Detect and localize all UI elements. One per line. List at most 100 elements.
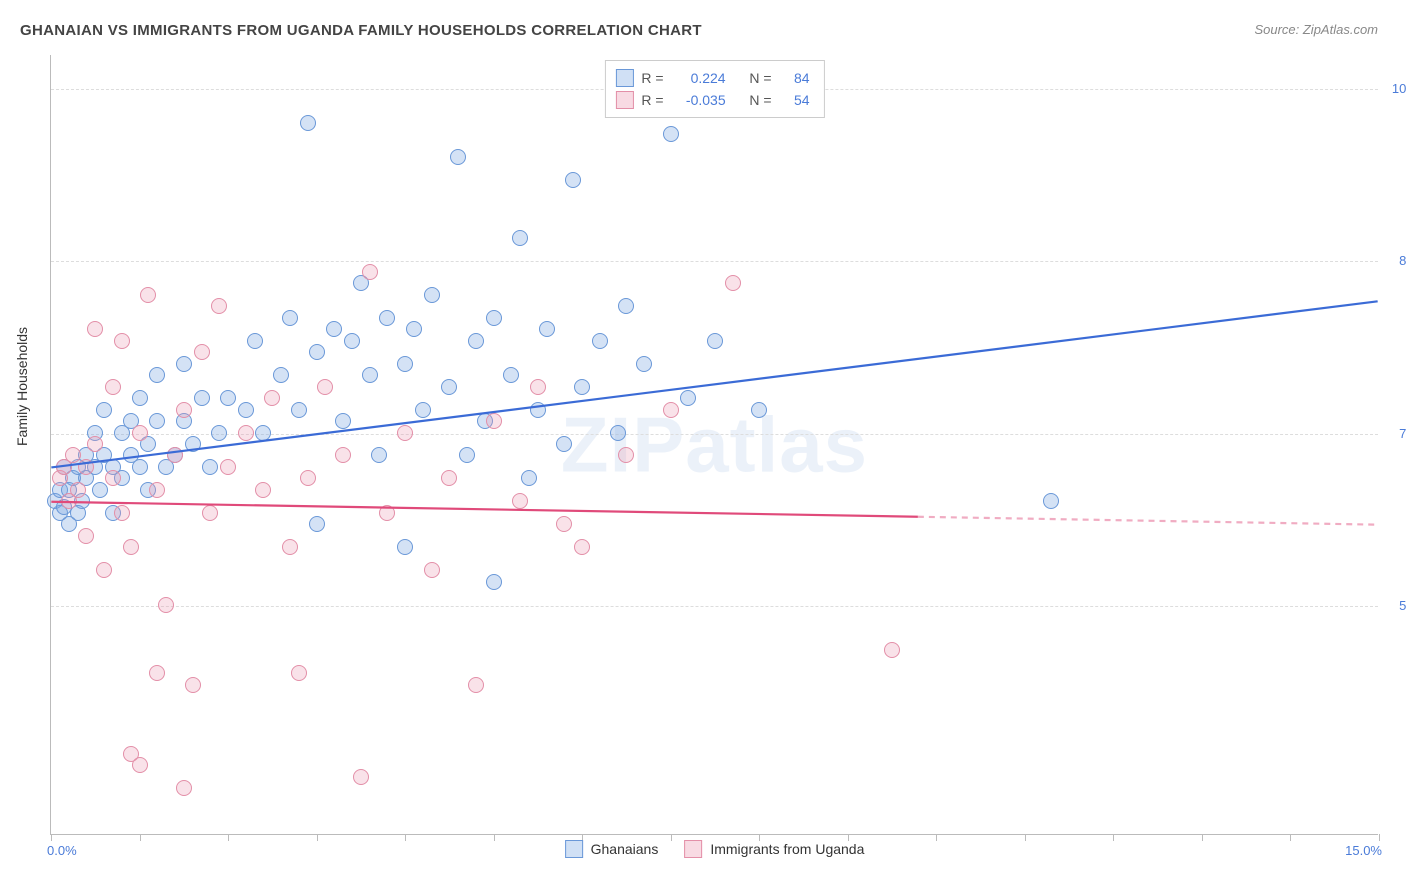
data-point	[202, 459, 218, 475]
data-point	[300, 115, 316, 131]
data-point	[70, 482, 86, 498]
data-point	[87, 436, 103, 452]
data-point	[379, 505, 395, 521]
data-point	[371, 447, 387, 463]
data-point	[397, 356, 413, 372]
data-point	[291, 665, 307, 681]
data-point	[565, 172, 581, 188]
gridline	[51, 261, 1378, 262]
legend-swatch	[615, 69, 633, 87]
data-point	[309, 344, 325, 360]
data-point	[636, 356, 652, 372]
data-point	[96, 402, 112, 418]
data-point	[211, 425, 227, 441]
data-point	[238, 425, 254, 441]
data-point	[424, 562, 440, 578]
legend-stat-row: R =-0.035 N =54	[615, 89, 809, 111]
source-label: Source: ZipAtlas.com	[1254, 22, 1378, 37]
data-point	[486, 413, 502, 429]
data-point	[167, 447, 183, 463]
chart-area: ZIPatlas 0.0% 15.0% R =0.224 N =84R =-0.…	[50, 55, 1378, 835]
data-point	[335, 413, 351, 429]
data-point	[362, 264, 378, 280]
data-point	[884, 642, 900, 658]
data-point	[87, 321, 103, 337]
data-point	[326, 321, 342, 337]
data-point	[211, 298, 227, 314]
legend-swatch	[615, 91, 633, 109]
data-point	[468, 677, 484, 693]
data-point	[185, 436, 201, 452]
legend-swatch	[684, 840, 702, 858]
data-point	[300, 470, 316, 486]
data-point	[415, 402, 431, 418]
y-tick-label: 70.0%	[1399, 426, 1406, 441]
watermark: ZIPatlas	[561, 399, 868, 490]
data-point	[663, 402, 679, 418]
legend-label: Ghanaians	[591, 841, 659, 857]
data-point	[176, 356, 192, 372]
data-point	[486, 310, 502, 326]
data-point	[335, 447, 351, 463]
data-point	[539, 321, 555, 337]
data-point	[114, 505, 130, 521]
data-point	[149, 665, 165, 681]
data-point	[92, 482, 108, 498]
legend-item: Ghanaians	[565, 840, 659, 858]
data-point	[149, 367, 165, 383]
data-point	[238, 402, 254, 418]
data-point	[194, 390, 210, 406]
data-point	[105, 379, 121, 395]
legend-label: Immigrants from Uganda	[710, 841, 864, 857]
data-point	[132, 425, 148, 441]
gridline	[51, 606, 1378, 607]
x-tick	[140, 834, 141, 841]
data-point	[663, 126, 679, 142]
data-point	[96, 562, 112, 578]
data-point	[132, 757, 148, 773]
x-tick	[51, 834, 52, 841]
data-point	[282, 310, 298, 326]
data-point	[149, 482, 165, 498]
trendlines	[51, 55, 1378, 834]
data-point	[592, 333, 608, 349]
x-tick	[1202, 834, 1203, 841]
data-point	[202, 505, 218, 521]
correlation-legend: R =0.224 N =84R =-0.035 N =54	[604, 60, 824, 118]
data-point	[282, 539, 298, 555]
data-point	[255, 482, 271, 498]
data-point	[556, 436, 572, 452]
data-point	[618, 447, 634, 463]
data-point	[574, 539, 590, 555]
data-point	[503, 367, 519, 383]
x-tick-label-min: 0.0%	[47, 843, 77, 858]
x-tick	[494, 834, 495, 841]
data-point	[123, 539, 139, 555]
data-point	[264, 390, 280, 406]
data-point	[574, 379, 590, 395]
data-point	[176, 402, 192, 418]
data-point	[309, 516, 325, 532]
data-point	[725, 275, 741, 291]
data-point	[362, 367, 378, 383]
data-point	[65, 447, 81, 463]
data-point	[176, 780, 192, 796]
data-point	[194, 344, 210, 360]
data-point	[512, 230, 528, 246]
y-tick-label: 85.0%	[1399, 253, 1406, 268]
y-axis-label: Family Households	[14, 327, 30, 446]
data-point	[441, 470, 457, 486]
data-point	[556, 516, 572, 532]
x-tick	[1025, 834, 1026, 841]
data-point	[521, 470, 537, 486]
data-point	[344, 333, 360, 349]
data-point	[397, 425, 413, 441]
data-point	[105, 470, 121, 486]
data-point	[751, 402, 767, 418]
data-point	[140, 287, 156, 303]
data-point	[397, 539, 413, 555]
y-tick-label: 100.0%	[1392, 81, 1406, 96]
data-point	[185, 677, 201, 693]
data-point	[530, 379, 546, 395]
data-point	[353, 769, 369, 785]
